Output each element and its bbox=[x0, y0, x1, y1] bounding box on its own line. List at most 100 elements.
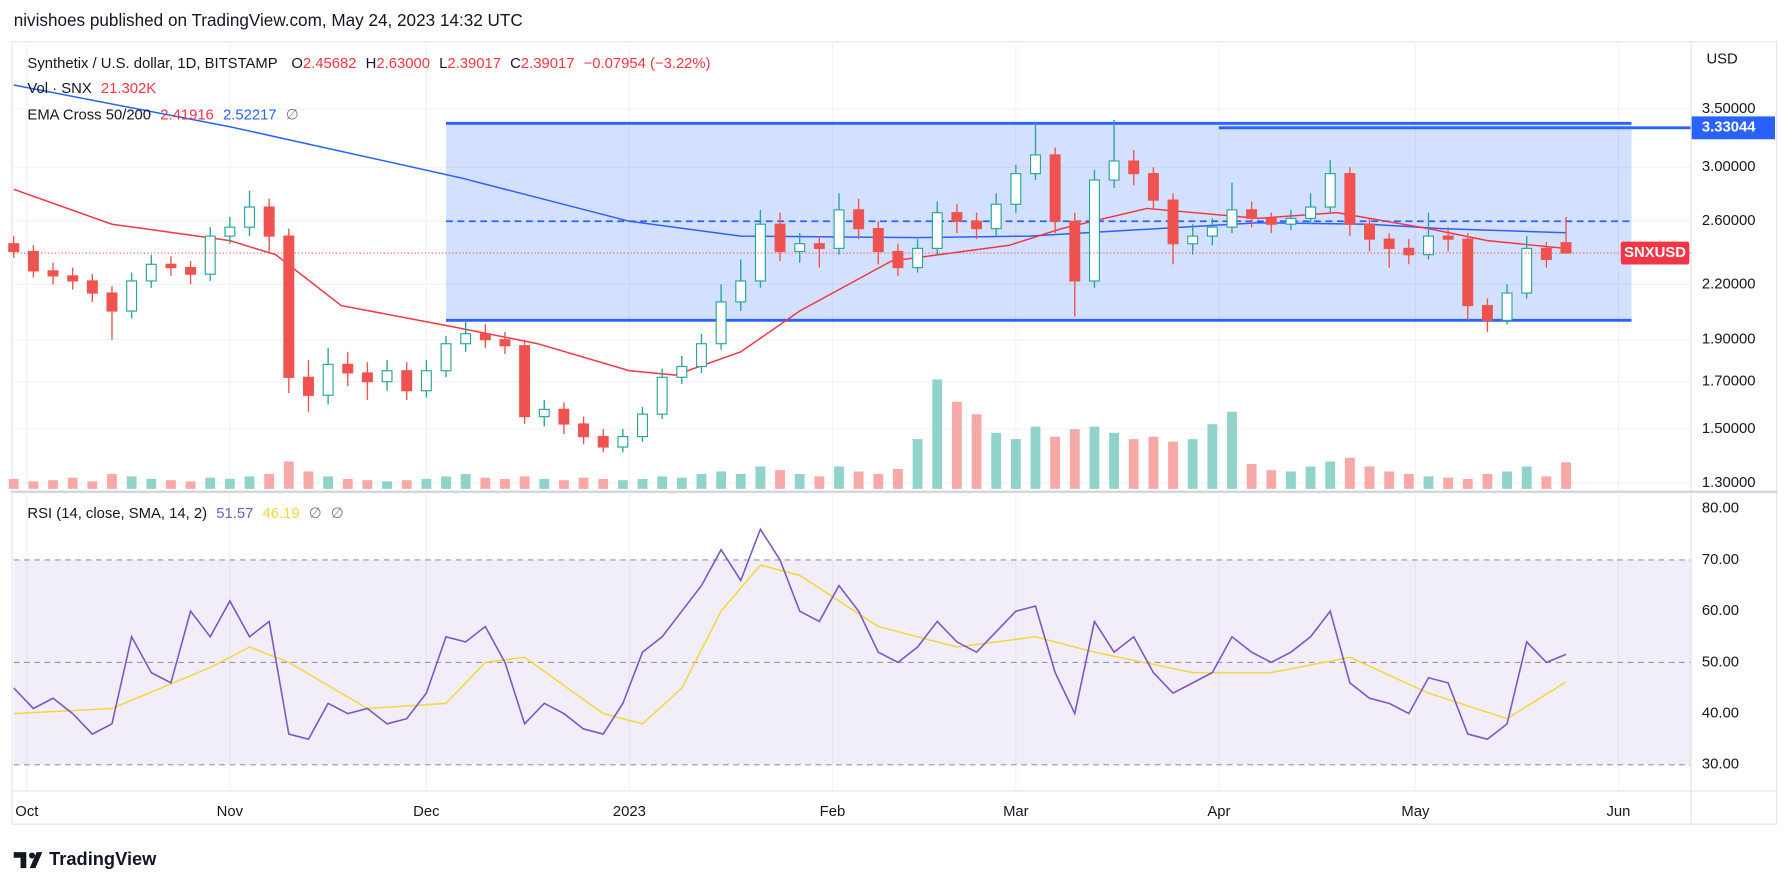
volume-bar bbox=[67, 477, 78, 489]
volume-bar bbox=[735, 473, 746, 489]
logo-dot bbox=[29, 852, 35, 859]
y-tick-label: 3.00000 bbox=[1702, 159, 1756, 175]
x-tick-label: 2023 bbox=[613, 804, 646, 820]
ohlc-key: L bbox=[439, 56, 447, 72]
candle-body bbox=[971, 220, 983, 230]
volume-bar bbox=[1207, 424, 1218, 489]
volume-bar bbox=[1050, 436, 1061, 489]
volume-bar bbox=[1286, 471, 1296, 489]
candle-body bbox=[302, 376, 314, 396]
ohlc-value: 2.45682 bbox=[303, 56, 357, 72]
candle-body bbox=[990, 203, 1002, 230]
volume-bar bbox=[1462, 478, 1473, 489]
volume-bar bbox=[185, 481, 196, 489]
candle-body bbox=[244, 206, 256, 228]
candle-body bbox=[1108, 160, 1120, 181]
candle-body bbox=[715, 301, 727, 345]
volume-bar bbox=[1227, 411, 1237, 489]
candle-body bbox=[1481, 304, 1493, 321]
volume-label: Vol · SNX bbox=[27, 81, 91, 97]
candle-body bbox=[8, 243, 20, 253]
last-label: SNXUSD bbox=[1624, 245, 1686, 261]
candle-body bbox=[1383, 238, 1395, 249]
candle-body bbox=[440, 343, 452, 372]
x-tick-label: Apr bbox=[1207, 804, 1230, 820]
volume-bar bbox=[794, 473, 805, 489]
volume-bar bbox=[598, 478, 609, 489]
volume-bar bbox=[205, 477, 216, 489]
rsi-tick-label: 60.00 bbox=[1702, 603, 1739, 619]
candle-body bbox=[342, 363, 354, 374]
candle-body bbox=[1128, 160, 1140, 175]
rsi-label: RSI (14, close, SMA, 14, 2) bbox=[27, 506, 207, 522]
candle-body bbox=[401, 370, 413, 392]
volume-bar bbox=[1325, 461, 1336, 489]
candle-body bbox=[27, 250, 39, 272]
volume-bar bbox=[460, 473, 471, 489]
y-tick-label: 1.90000 bbox=[1702, 332, 1756, 348]
volume-bar bbox=[519, 476, 530, 489]
candle-body bbox=[735, 280, 747, 303]
candle-body bbox=[617, 436, 629, 448]
ohlc-key: C bbox=[510, 56, 521, 72]
rsi-legend: RSI (14, close, SMA, 14, 2) 51.57 46.19 ∅ ∅ bbox=[27, 506, 343, 522]
change: −0.07954 (−3.22%) bbox=[584, 56, 711, 72]
candle-body bbox=[204, 235, 216, 275]
volume-bar bbox=[1403, 473, 1414, 489]
candle-body bbox=[578, 423, 590, 438]
candle-body bbox=[519, 345, 531, 418]
candle-body bbox=[813, 243, 825, 249]
candle-body bbox=[1501, 292, 1513, 321]
volume-bar bbox=[1148, 436, 1159, 489]
rsi-tick-label: 50.00 bbox=[1702, 654, 1739, 670]
volume-bar bbox=[342, 478, 353, 489]
candle-body bbox=[283, 235, 295, 378]
volume-bar bbox=[1521, 466, 1532, 489]
volume-bar bbox=[696, 473, 707, 489]
volume-bar bbox=[107, 473, 117, 489]
ohlc-key: H bbox=[366, 56, 377, 72]
volume-bar bbox=[48, 480, 58, 489]
ohlc-key: O bbox=[291, 56, 303, 72]
rsi-tick-label: 70.00 bbox=[1702, 552, 1739, 568]
volume-bar bbox=[637, 478, 648, 489]
chart-frame bbox=[11, 41, 1778, 825]
x-tick-label: Mar bbox=[1003, 804, 1029, 820]
volume-bar bbox=[224, 478, 235, 489]
rsi-tick-label: 80.00 bbox=[1702, 501, 1739, 517]
volume-bar bbox=[1423, 476, 1434, 489]
candle-body bbox=[460, 333, 472, 345]
candle-body bbox=[1167, 199, 1179, 245]
volume-bar bbox=[1482, 473, 1493, 489]
brand-logo bbox=[13, 852, 43, 869]
candle-body bbox=[1246, 209, 1258, 219]
candle-body bbox=[47, 270, 59, 277]
candle-body bbox=[165, 263, 177, 269]
volume-bar bbox=[1246, 463, 1257, 489]
volume-bar bbox=[1502, 471, 1512, 489]
volume-bar bbox=[323, 476, 334, 489]
plot-layer: Oct Nov Dec 2023 Feb Mar Apr May Jun 1.30000 1.500… bbox=[8, 41, 1775, 820]
ema-flag: ∅ bbox=[286, 107, 299, 123]
volume-bar bbox=[1010, 439, 1021, 489]
ohlc-value: 2.39017 bbox=[447, 56, 501, 72]
candle-body bbox=[1226, 209, 1238, 228]
candle-body bbox=[145, 263, 157, 282]
candle-body bbox=[1344, 173, 1356, 225]
y-tick-label: 2.20000 bbox=[1702, 276, 1756, 292]
candle-body bbox=[558, 408, 570, 425]
candle-body bbox=[872, 228, 884, 253]
volume-bar bbox=[126, 476, 137, 489]
candle-body bbox=[637, 413, 648, 438]
candle-body bbox=[185, 267, 197, 275]
candle-body bbox=[538, 408, 550, 418]
volume-bar bbox=[775, 470, 785, 489]
volume-bar bbox=[1384, 471, 1395, 489]
volume-bar bbox=[441, 476, 451, 489]
volume-bar bbox=[1168, 441, 1178, 489]
ema-slow-line bbox=[13, 84, 1567, 239]
candle-body bbox=[1442, 235, 1454, 240]
candle-body bbox=[126, 280, 138, 312]
volume-bar bbox=[421, 478, 432, 489]
